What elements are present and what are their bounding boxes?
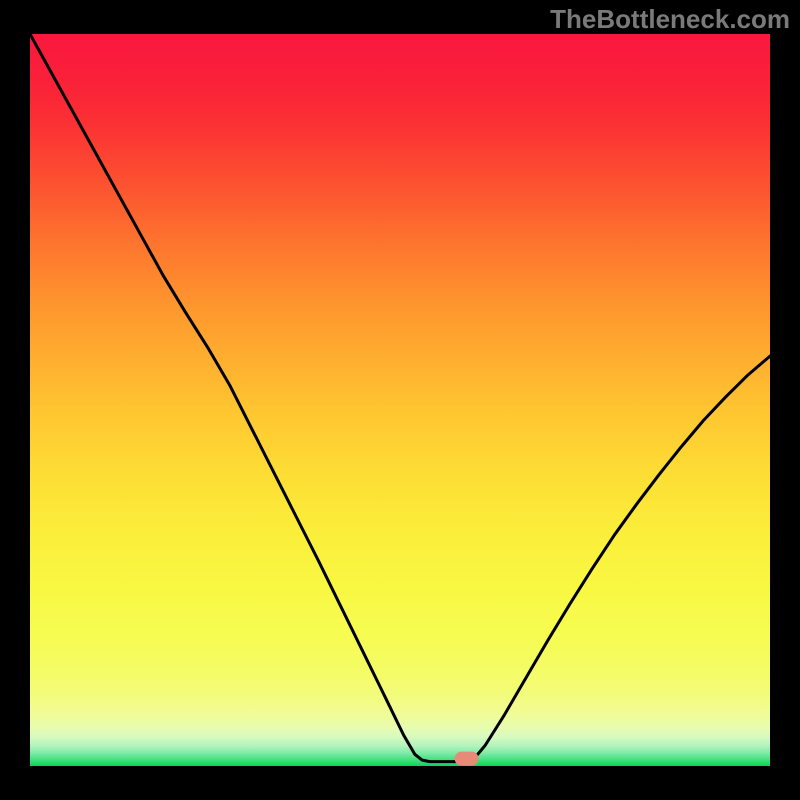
gradient-background (30, 34, 770, 766)
bottleneck-chart (0, 0, 800, 800)
bottleneck-marker (455, 752, 479, 766)
